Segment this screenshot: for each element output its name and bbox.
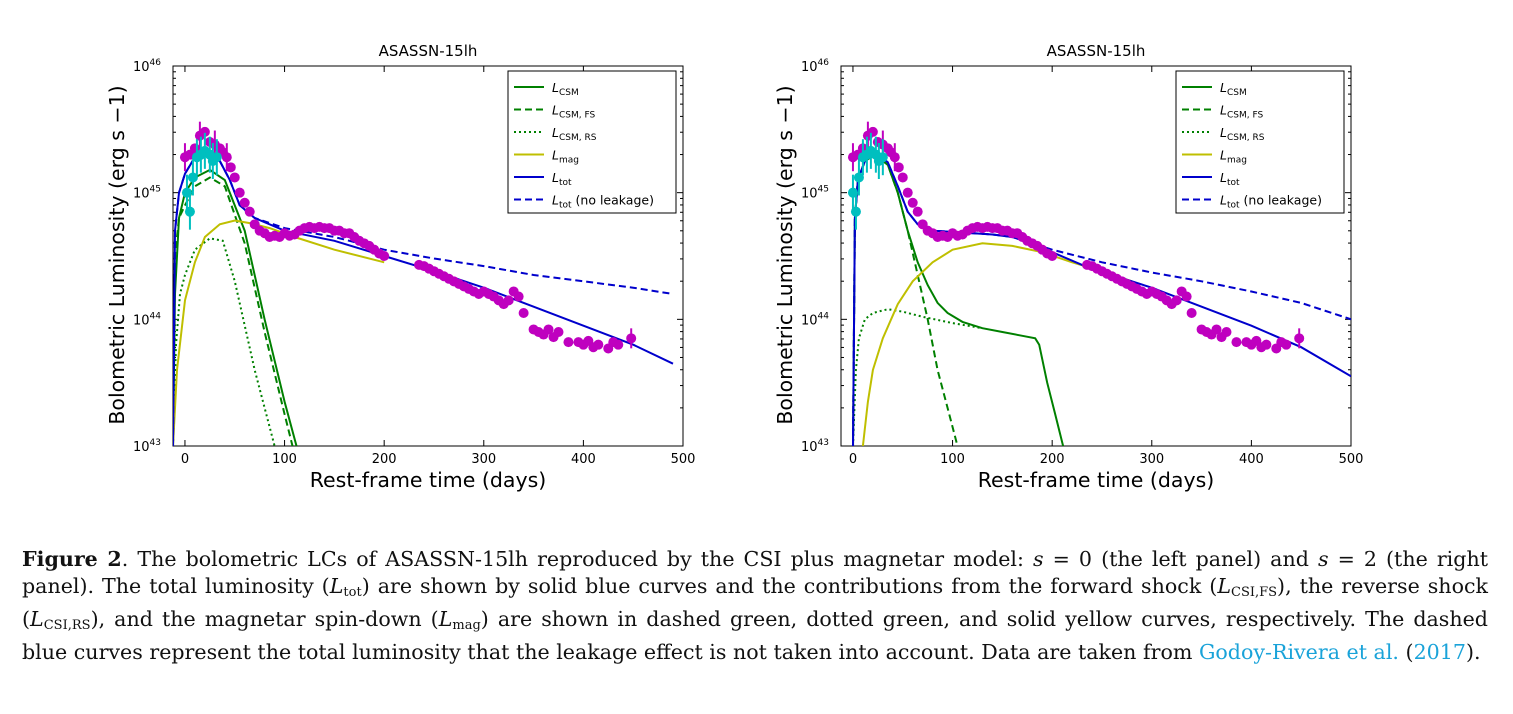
legend-label: LCSM, FS <box>552 103 595 121</box>
y-tick-label: 1046 <box>133 58 161 75</box>
data-point <box>1211 324 1222 335</box>
data-point <box>626 333 637 344</box>
plot-frame <box>172 65 684 447</box>
x-axis-label: Rest-frame time (days) <box>310 468 547 492</box>
legend-label: Ltot <box>552 170 572 188</box>
data-point <box>543 324 554 335</box>
y-tick-label: 1046 <box>801 58 829 75</box>
data-point <box>1047 251 1058 261</box>
data-point <box>897 172 908 183</box>
data-point <box>239 197 250 208</box>
legend <box>1175 70 1345 214</box>
y-tick-label: 1045 <box>801 185 829 202</box>
data-point <box>553 327 564 337</box>
y-tick-label: 1045 <box>133 185 161 202</box>
data-point <box>912 206 923 217</box>
series-line-csm_rs <box>173 237 276 446</box>
x-tick-label: 200 <box>1040 452 1065 467</box>
data-point <box>518 308 529 318</box>
series-line-mag <box>173 219 385 446</box>
data-point <box>613 339 624 350</box>
x-tick-label: 400 <box>1239 452 1264 467</box>
data-point <box>229 172 240 183</box>
legend-label: Ltot (no leakage) <box>1220 193 1322 211</box>
x-tick-label: 100 <box>940 452 965 467</box>
data-point <box>221 152 232 163</box>
series-line-csm <box>852 153 1065 446</box>
x-tick-label: 300 <box>1139 452 1164 467</box>
legend-label: Ltot (no leakage) <box>552 193 654 211</box>
data-point <box>379 251 390 261</box>
x-tick-label: 500 <box>1339 452 1364 467</box>
legend-label: LCSM, RS <box>1220 125 1265 143</box>
legend-label: Lmag <box>552 148 579 166</box>
data-point <box>1261 339 1272 350</box>
series-line-tot_noleak <box>173 153 674 446</box>
plot-frame <box>840 65 1352 447</box>
data-point <box>225 162 236 173</box>
citation-year-link[interactable]: 2017 <box>1413 640 1466 664</box>
chart-title: ASASSN-15lh <box>1047 42 1146 60</box>
data-point <box>893 162 904 173</box>
data-point <box>184 206 195 217</box>
data-point <box>513 291 524 302</box>
data-point <box>1171 295 1182 306</box>
legend-label: LCSM, FS <box>1220 103 1263 121</box>
data-point <box>877 152 888 163</box>
y-tick-label: 1043 <box>801 438 829 455</box>
x-tick-label: 200 <box>372 452 397 467</box>
data-point <box>850 206 861 217</box>
plot-area: 0 100 200 300 400 500 1043 1044 1045 1046 LCSM LCSM… <box>801 58 1363 467</box>
series-line-csm_fs <box>173 176 294 446</box>
y-axis-label: Bolometric Luminosity (erg s −1) <box>105 85 129 424</box>
figure-caption: Figure 2. The bolometric LCs of ASASSN-1… <box>22 547 1488 664</box>
data-point <box>199 126 210 137</box>
data-point <box>867 126 878 137</box>
plot-area: 0 100 200 300 400 500 1043 1044 1045 1046 LCSM LCSM… <box>133 58 695 467</box>
x-tick-label: 500 <box>671 452 696 467</box>
x-tick-label: 100 <box>272 452 297 467</box>
chart-right: ASASSN-15lh Bolometric Luminosity (erg s… <box>773 42 1363 492</box>
data-point <box>1221 327 1232 337</box>
x-axis-label: Rest-frame time (days) <box>978 468 1215 492</box>
data-point <box>1281 339 1292 350</box>
legend <box>507 70 677 214</box>
x-tick-label: 400 <box>571 452 596 467</box>
figure-label: Figure 2 <box>22 547 122 571</box>
chart-title: ASASSN-15lh <box>379 42 478 60</box>
legend-label: LCSM, RS <box>552 125 597 143</box>
data-point <box>1181 291 1192 302</box>
data-point <box>1294 333 1305 344</box>
y-tick-label: 1043 <box>133 438 161 455</box>
x-tick-label: 0 <box>849 452 857 467</box>
x-tick-label: 300 <box>471 452 496 467</box>
data-point <box>563 337 574 348</box>
data-point <box>244 206 255 217</box>
series-line-csm_rs <box>852 308 983 446</box>
citation-link[interactable]: Godoy-Rivera et al. <box>1198 640 1399 664</box>
legend-label: LCSM <box>552 80 579 98</box>
legend-label: LCSM <box>1220 80 1247 98</box>
y-tick-label: 1044 <box>133 311 161 328</box>
data-point <box>234 187 245 198</box>
y-tick-label: 1044 <box>801 311 829 328</box>
data-point <box>902 187 913 198</box>
chart-left: ASASSN-15lh Bolometric Luminosity (erg s… <box>105 42 695 492</box>
legend-label: Lmag <box>1220 148 1247 166</box>
data-point <box>503 295 514 306</box>
data-point <box>907 197 918 208</box>
series-line-mag <box>861 242 1133 446</box>
x-tick-label: 0 <box>181 452 189 467</box>
legend-label: Ltot <box>1220 170 1240 188</box>
data-point <box>593 339 604 350</box>
data-point <box>889 152 900 163</box>
data-point <box>853 172 864 183</box>
y-axis-label: Bolometric Luminosity (erg s −1) <box>773 85 797 424</box>
data-point <box>1186 308 1197 318</box>
data-point <box>187 172 198 183</box>
data-point <box>1231 337 1242 348</box>
data-point <box>211 152 222 163</box>
